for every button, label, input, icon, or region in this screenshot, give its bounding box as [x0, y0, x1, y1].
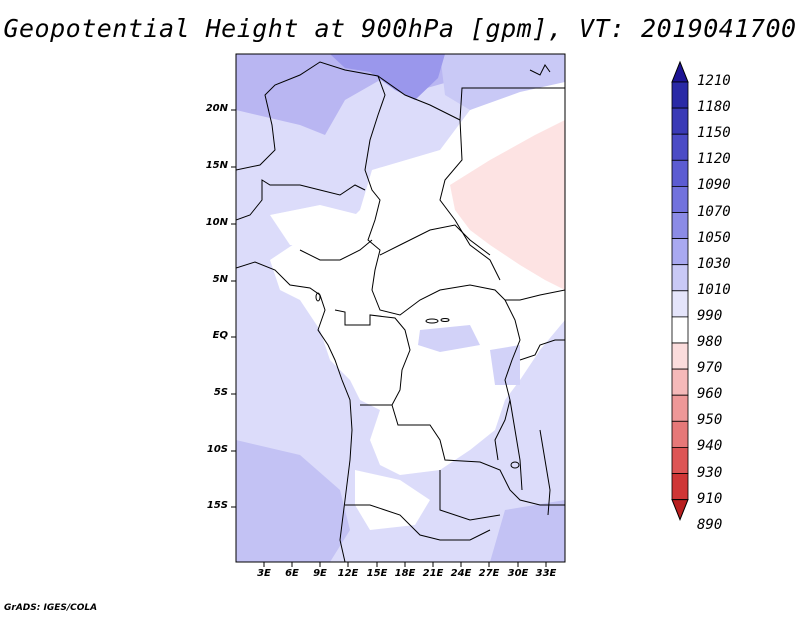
- car-border: [379, 224, 491, 256]
- colorbar-swatch: [671, 446, 689, 474]
- lat-tick-label: 15N: [205, 160, 228, 171]
- field-pink-region: [450, 120, 565, 290]
- zambia-border: [439, 470, 501, 521]
- lon-tick-label: 3E: [257, 568, 271, 579]
- colorbar-level-label: 950: [697, 412, 723, 429]
- colorbar-swatch: [671, 420, 689, 448]
- colorbar-swatch: [671, 473, 689, 501]
- lat-tick-label: EQ: [212, 330, 228, 341]
- egypt-coast: [529, 64, 551, 76]
- colorbar-top-arrow: [671, 60, 689, 83]
- field-lavender-center: [418, 325, 480, 352]
- east-border: [494, 299, 521, 461]
- field-deep-top: [330, 54, 445, 100]
- colorbar-swatch: [671, 185, 689, 213]
- lake-a: [425, 318, 439, 324]
- lon-tick-label: 18E: [394, 568, 416, 579]
- colorbar-level-label: 940: [697, 438, 723, 455]
- libya-border: [459, 87, 565, 121]
- lon-tick-label: 27E: [478, 568, 500, 579]
- lon-tick-label: 15E: [366, 568, 388, 579]
- colorbar-swatch: [671, 81, 689, 109]
- angola-south-border: [345, 504, 491, 541]
- nigeria-border: [299, 239, 373, 261]
- lake-malawi: [539, 429, 551, 516]
- map-frame: [235, 53, 566, 563]
- lat-tick-label: 20N: [205, 103, 228, 114]
- chart-title: Geopotential Height at 900hPa [gpm], VT:…: [3, 14, 797, 43]
- colorbar-level-label: 960: [697, 386, 723, 403]
- lake-b: [440, 318, 450, 322]
- colorbar-swatch: [671, 368, 689, 396]
- field-white-patch-2: [270, 205, 372, 245]
- lon-tick-label: 6E: [285, 568, 299, 579]
- lon-tick-label: 33E: [535, 568, 557, 579]
- lat-tick-label: 15S: [206, 500, 228, 511]
- field-lavender-sw: [236, 440, 350, 562]
- x-tick-marks: [263, 562, 547, 567]
- colorbar-swatch: [671, 107, 689, 135]
- colorbar-level-label: 1070: [697, 203, 731, 220]
- colorbar-swatch: [671, 212, 689, 240]
- colorbar-level-label: 990: [697, 307, 723, 324]
- lon-tick-label: 30E: [507, 568, 529, 579]
- lat-tick-label: 5N: [212, 274, 228, 285]
- field-lavender-ne: [440, 54, 565, 110]
- west-coastline: [236, 261, 353, 562]
- colorbar-level-label: 1030: [697, 255, 731, 272]
- lon-tick-label: 12E: [337, 568, 359, 579]
- y-tick-marks: [231, 109, 236, 508]
- colorbar-level-label: 1010: [697, 281, 731, 298]
- chad-sudan-border: [377, 75, 501, 281]
- field-lavender-se: [490, 500, 565, 562]
- colorbar-swatch: [671, 316, 689, 344]
- lat-tick-label: 5S: [213, 387, 228, 398]
- colorbar-level-label: 980: [697, 334, 723, 350]
- lon-tick-label: 21E: [422, 568, 444, 579]
- bioko-island: [315, 292, 321, 302]
- colorbar-level-label: 1120: [697, 151, 731, 168]
- wa-border: [236, 179, 366, 221]
- colorbar-level-label: 930: [697, 464, 723, 481]
- lon-tick-label: 24E: [450, 568, 472, 579]
- lat-tick-label: 10N: [205, 217, 228, 228]
- colorbar-swatch: [671, 159, 689, 187]
- colorbar: [671, 60, 689, 521]
- colorbar-swatch: [671, 133, 689, 161]
- lake-c: [510, 461, 520, 469]
- colorbar-level-label: 1150: [697, 125, 731, 142]
- lat-tick-label: 10S: [206, 444, 228, 455]
- colorbar-level-label: 1180: [697, 99, 731, 116]
- sahel-border: [236, 61, 565, 316]
- colorbar-level-label: 970: [697, 360, 723, 377]
- credit-text: GrADS: IGES/COLA: [4, 603, 98, 613]
- borders: [236, 61, 565, 562]
- colorbar-swatch: [671, 394, 689, 422]
- height-field: [236, 54, 565, 562]
- colorbar-swatch: [671, 264, 689, 292]
- lake-victoria-border: [519, 339, 565, 361]
- congo-border: [334, 309, 411, 406]
- colorbar-level-label: 1050: [697, 229, 731, 246]
- colorbar-level-label: 1210: [697, 73, 731, 89]
- lake-tanganyika: [509, 399, 523, 491]
- colorbar-swatch: [671, 238, 689, 266]
- colorbar-swatch: [671, 290, 689, 318]
- colorbar-swatch: [671, 342, 689, 370]
- field-white-patch-3: [355, 470, 430, 530]
- drc-south-border: [391, 404, 565, 506]
- colorbar-bottom-arrow: [671, 499, 689, 521]
- colorbar-level-label: 890: [697, 516, 723, 533]
- colorbar-level-label: 910: [697, 490, 723, 507]
- colorbar-level-label: 1090: [697, 177, 731, 194]
- lon-tick-label: 9E: [313, 568, 327, 579]
- field-lavender-east: [490, 345, 520, 385]
